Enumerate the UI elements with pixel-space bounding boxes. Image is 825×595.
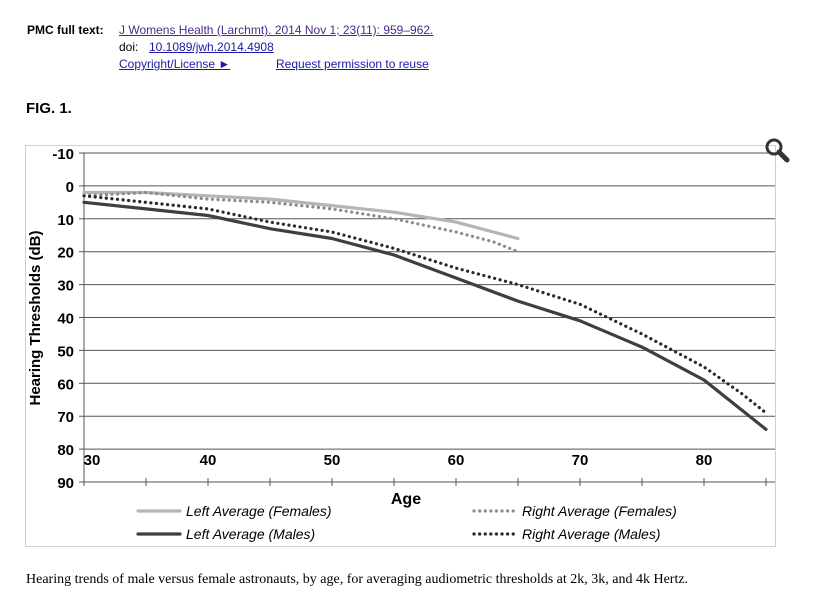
pmc-label: PMC full text: <box>27 23 104 37</box>
copyright-license-link[interactable]: Copyright/License ► <box>119 57 231 71</box>
journal-link[interactable]: J Womens Health (Larchmt). 2014 Nov 1; 2… <box>119 23 434 37</box>
magnifier-icon <box>765 138 790 163</box>
figure-label: FIG. 1. <box>26 100 72 117</box>
doi-link[interactable]: 10.1089/jwh.2014.4908 <box>149 40 274 54</box>
doi-label: doi: <box>119 40 139 54</box>
request-permission-link[interactable]: Request permission to reuse <box>276 57 429 71</box>
figure-caption: Hearing trends of male versus female ast… <box>26 572 689 587</box>
figure-box <box>25 145 776 547</box>
zoom-button[interactable] <box>763 136 791 164</box>
